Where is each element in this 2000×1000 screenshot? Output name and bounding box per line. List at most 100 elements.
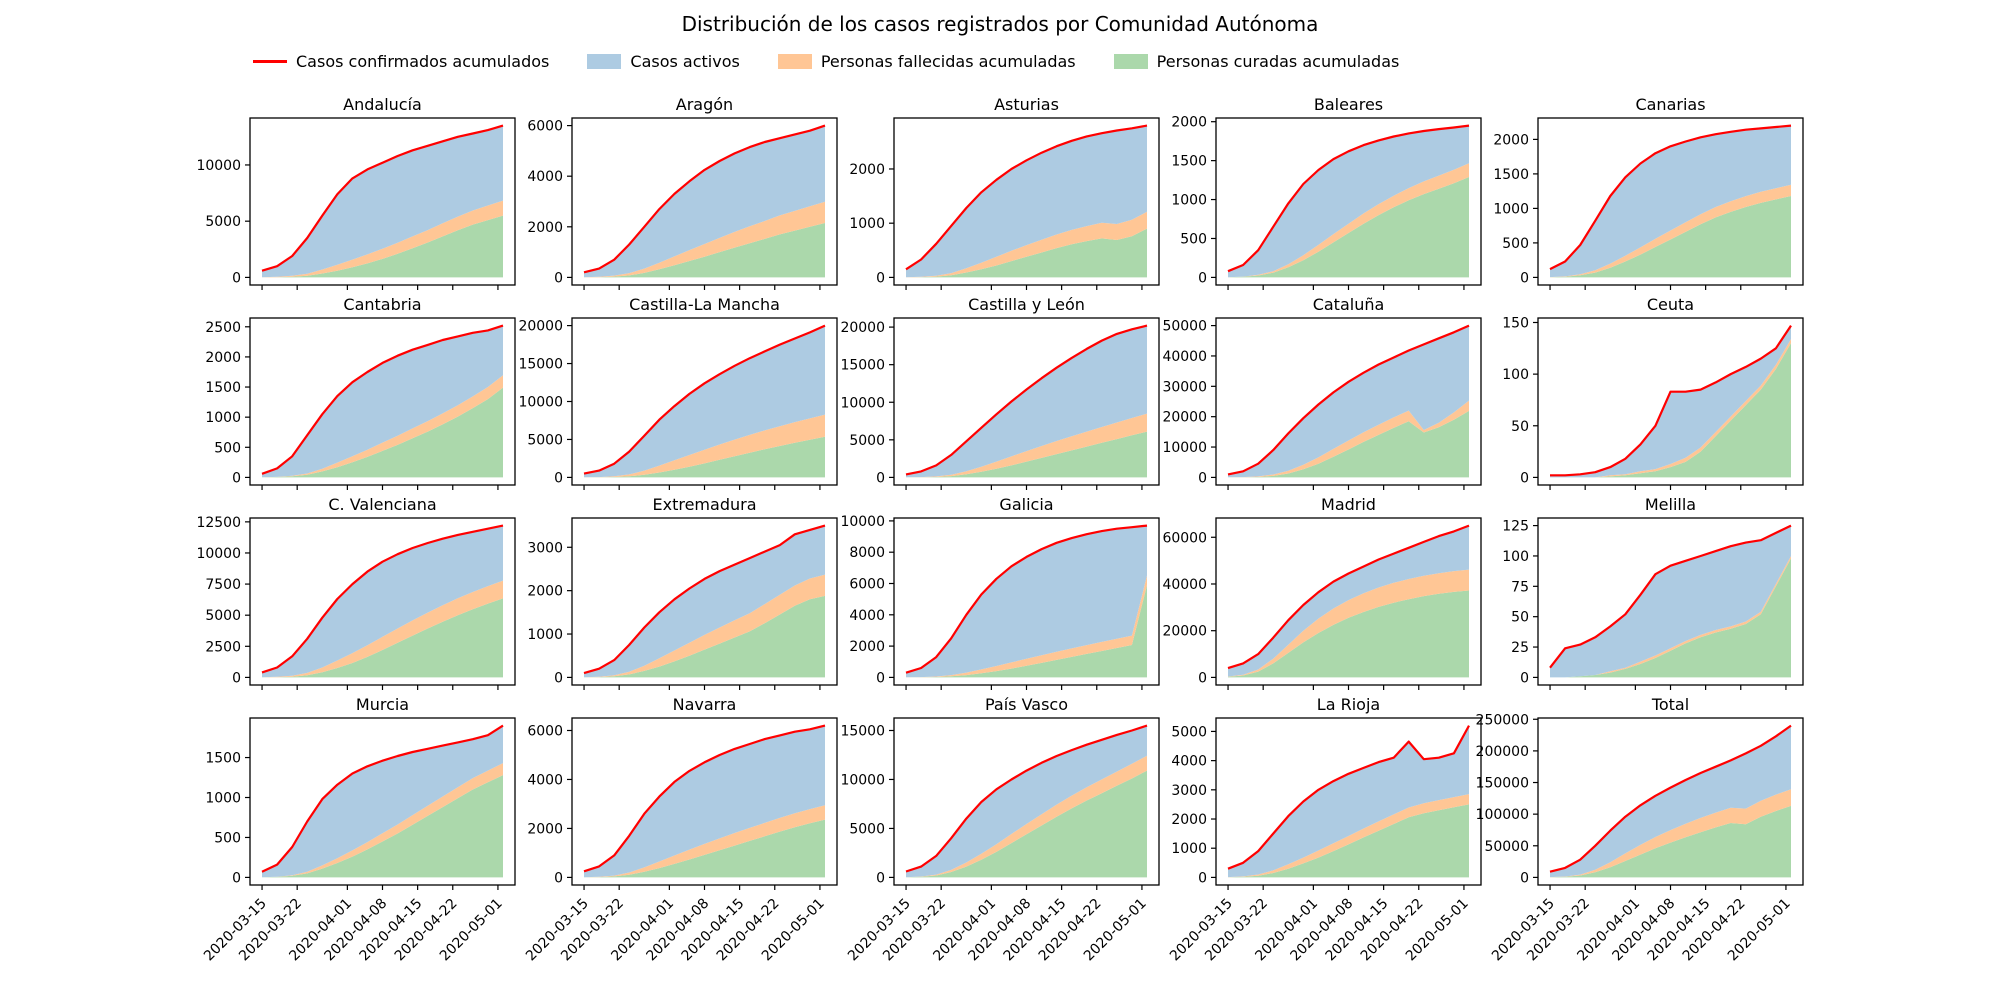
y-tick-label: 20000 <box>840 320 885 336</box>
area-recovered <box>1550 196 1791 278</box>
y-tick-label: 20000 <box>518 319 563 335</box>
area-recovered <box>906 228 1147 278</box>
legend-item-confirmed: Casos confirmados acumulados <box>253 52 549 71</box>
y-tick-label: 10000 <box>840 514 885 530</box>
confirmed-line <box>1550 324 1792 477</box>
area-recovered <box>584 223 825 278</box>
y-tick-label: 2000 <box>849 162 885 178</box>
area-recovered <box>1228 590 1469 678</box>
figure-title: Distribución de los casos registrados po… <box>681 12 1319 36</box>
subplot-extremadura: 0 1000 2000 3000 Extremadura <box>527 495 838 690</box>
legend-label-active: Casos activos <box>630 52 740 71</box>
y-tick-label: 2500 <box>205 639 241 655</box>
area-active <box>584 725 825 878</box>
y-tick-label: 5000 <box>205 214 241 230</box>
subplot-navarra: 02000400060002020-03-152020-03-222020-04… <box>523 695 838 964</box>
area-recovered <box>262 775 503 878</box>
y-tick-label: 2000 <box>527 584 563 600</box>
confirmed-line <box>1227 124 1470 273</box>
y-tick-label: 1500 <box>1171 154 1207 170</box>
y-tick-label: 0 <box>554 670 563 686</box>
area-active <box>262 125 503 278</box>
y-tick-label: 0 <box>876 470 885 486</box>
confirmed-line <box>583 124 826 274</box>
area-active <box>1550 525 1791 678</box>
y-tick-label: 5000 <box>849 821 885 837</box>
confirmed-line <box>905 124 1148 271</box>
y-tick-label: 200000 <box>1476 744 1529 760</box>
y-tick-label: 6000 <box>527 723 563 739</box>
area-recovered <box>906 770 1147 878</box>
subplot-title: Extremadura <box>653 495 757 514</box>
subplot-madrid: 0 20000 40000 60000 Madrid <box>1162 495 1482 690</box>
confirmed-line <box>1549 524 1792 669</box>
area-deaths <box>1228 794 1469 878</box>
y-tick-label: 1500 <box>205 380 241 396</box>
area-deaths <box>584 805 825 878</box>
area-recovered <box>1228 804 1469 878</box>
area-deaths <box>1550 184 1791 278</box>
y-tick-label: 500 <box>1502 236 1529 252</box>
y-tick-label: 2000 <box>1493 132 1529 148</box>
area-active <box>906 725 1147 878</box>
y-tick-label: 1000 <box>1171 193 1207 209</box>
deaths-swatch <box>777 54 812 69</box>
y-tick-label: 15000 <box>840 358 885 374</box>
area-active <box>584 525 825 678</box>
subplot-title: Madrid <box>1321 495 1376 514</box>
confirmed-line <box>1227 524 1470 670</box>
y-tick-label: 1000 <box>527 627 563 643</box>
y-tick-label: 2000 <box>527 220 563 236</box>
y-tick-label: 6000 <box>527 119 563 135</box>
confirmed-line <box>261 724 504 873</box>
y-tick-label: 0 <box>1520 670 1529 686</box>
y-tick-label: 5000 <box>527 432 563 448</box>
confirmed-line <box>1549 124 1792 271</box>
area-recovered <box>906 431 1147 478</box>
area-deaths <box>584 574 825 678</box>
confirmed-line <box>583 524 826 675</box>
area-recovered <box>1550 558 1791 678</box>
y-tick-label: 4000 <box>527 169 563 185</box>
y-tick-label: 3000 <box>1171 783 1207 799</box>
subplot-c-valenciana: 0 2500 5000 7500 10000 12500 C. Valenciana <box>196 495 516 690</box>
y-tick-label: 2500 <box>205 320 241 336</box>
y-tick-label: 500 <box>214 440 241 456</box>
subplot-canarias: 0 500 1000 1500 2000 Canarias <box>1493 95 1804 290</box>
subplot-cantabria: 0 500 1000 1500 2000 2500 Cantabria <box>205 295 516 490</box>
confirmed-line-swatch <box>253 60 287 63</box>
legend-label-recovered: Personas curadas acumuladas <box>1156 52 1400 71</box>
y-tick-label: 0 <box>876 270 885 286</box>
subplot-baleares: 0 500 1000 1500 2000 Baleares <box>1171 95 1482 290</box>
y-tick-label: 10000 <box>196 158 241 174</box>
subplot-ceuta: 0 50 100 150 Ceuta <box>1502 295 1804 490</box>
y-tick-label: 0 <box>232 470 241 486</box>
confirmed-line <box>261 124 504 272</box>
y-tick-label: 20000 <box>1162 410 1207 426</box>
subplot-murcia: 0500100015002020-03-152020-03-222020-04-… <box>201 695 516 964</box>
y-tick-label: 75 <box>1511 579 1529 595</box>
confirmed-line <box>583 724 826 873</box>
subplot-title: Canarias <box>1635 95 1705 114</box>
legend-item-deaths: Personas fallecidas acumuladas <box>777 52 1076 71</box>
y-tick-label: 125 <box>1502 519 1529 535</box>
y-tick-label: 10000 <box>1162 440 1207 456</box>
area-active <box>262 525 503 678</box>
y-tick-label: 0 <box>232 870 241 886</box>
y-tick-label: 2000 <box>205 350 241 366</box>
subplot-title: Total <box>1651 695 1689 714</box>
subplot-cataluna: 0 10000 20000 30000 40000 50000 Cataluña <box>1162 295 1482 490</box>
area-deaths <box>906 575 1147 678</box>
area-active <box>262 725 503 878</box>
y-tick-label: 0 <box>554 470 563 486</box>
legend-item-recovered: Personas curadas acumuladas <box>1113 52 1400 71</box>
confirmed-line <box>905 524 1148 674</box>
area-recovered <box>262 387 503 478</box>
y-tick-label: 2000 <box>527 821 563 837</box>
subplot-title: Baleares <box>1314 95 1383 114</box>
subplot-pais-vasco: 0500010000150002020-03-152020-03-222020-… <box>840 695 1160 964</box>
subplot-total: 0500001000001500002000002500002020-03-15… <box>1476 695 1804 964</box>
area-active <box>906 125 1147 278</box>
y-tick-label: 0 <box>1198 670 1207 686</box>
